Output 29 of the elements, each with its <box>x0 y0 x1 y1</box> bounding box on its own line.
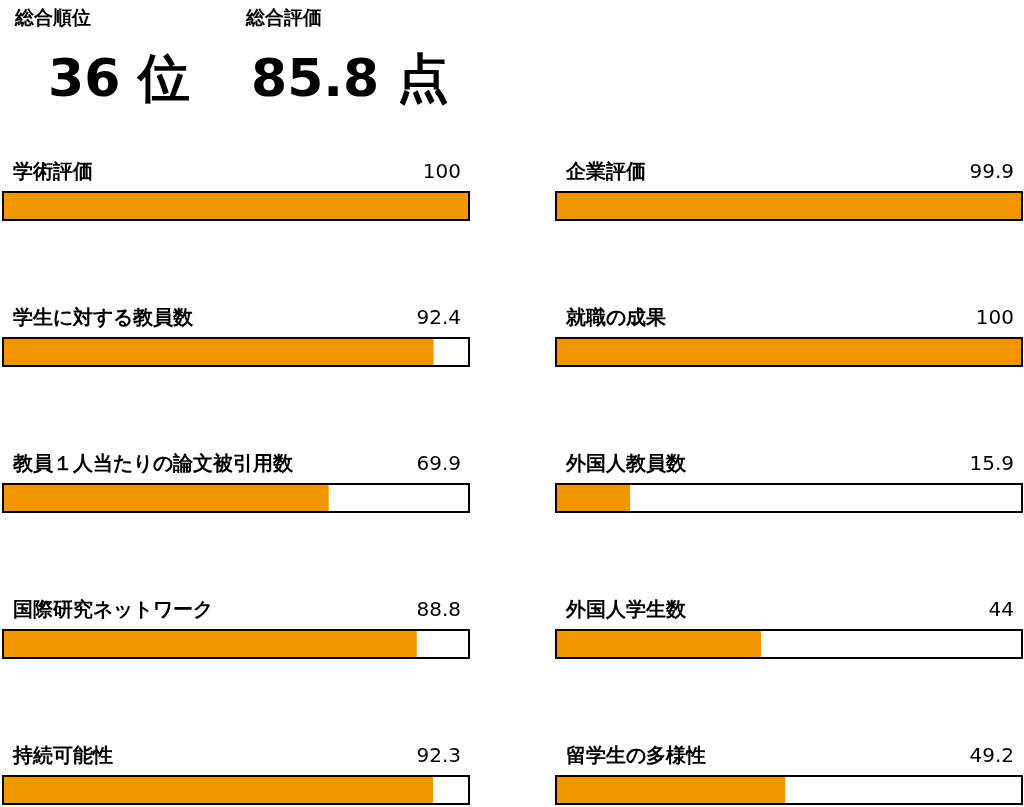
y-tick-label: 企業評価 <box>565 159 646 183</box>
annotation: 総合順位 <box>14 6 91 28</box>
y-tick-label: 学生に対する教員数 <box>13 305 194 329</box>
data-label: 100 <box>422 159 461 183</box>
data-label: 92.4 <box>416 305 461 329</box>
y-tick-label: 就職の成果 <box>565 305 667 329</box>
data-label: 88.8 <box>416 597 461 621</box>
annotation: 85.8 点 <box>251 48 450 108</box>
bar <box>556 776 786 804</box>
data-label: 69.9 <box>416 451 461 475</box>
data-label: 44 <box>988 597 1014 621</box>
y-tick-label: 外国人教員数 <box>565 451 687 475</box>
data-label: 92.3 <box>416 743 461 767</box>
annotation: 36 位 <box>48 48 191 108</box>
y-tick-label: 学術評価 <box>13 159 93 183</box>
data-label: 49.2 <box>969 743 1014 767</box>
annotation: 総合評価 <box>245 6 322 28</box>
y-tick-label: 外国人学生数 <box>565 597 687 621</box>
y-tick-label: 教員１人当たりの論文被引用数 <box>12 451 294 475</box>
data-label: 100 <box>975 305 1014 329</box>
bar <box>556 484 631 512</box>
bar <box>556 630 762 658</box>
y-tick-label: 国際研究ネットワーク <box>13 597 213 621</box>
data-label: 15.9 <box>969 451 1014 475</box>
bar <box>3 630 417 658</box>
y-tick-label: 留学生の多様性 <box>566 743 706 767</box>
bar <box>3 484 329 512</box>
data-label: 99.9 <box>969 159 1014 183</box>
y-tick-label: 持続可能性 <box>12 743 113 767</box>
